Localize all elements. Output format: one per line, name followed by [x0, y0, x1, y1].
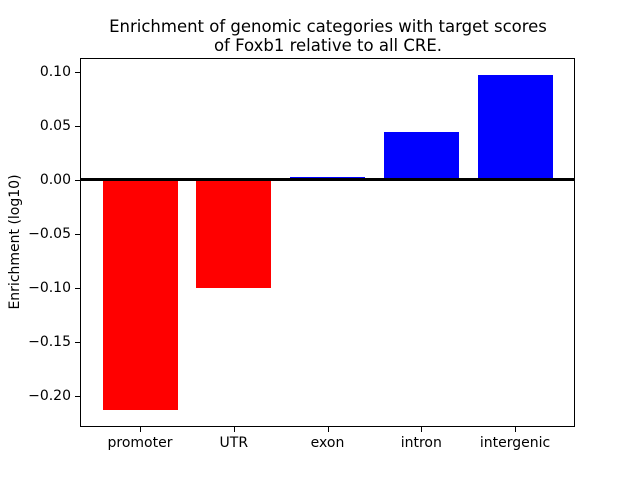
x-tick-intergenic [515, 427, 516, 432]
y-tick-label-−0.15: −0.15 [28, 333, 71, 350]
y-axis-label: Enrichment (log10) [7, 174, 23, 310]
y-tick-label-−0.05: −0.05 [28, 225, 71, 242]
bar-intron [383, 132, 459, 180]
bar-promoter [102, 179, 178, 410]
y-tick-−0.15 [75, 341, 80, 343]
x-tick-exon [327, 427, 329, 432]
y-tick-label-0.10: 0.10 [39, 64, 71, 80]
y-tick-0.00 [75, 179, 80, 181]
y-tick-−0.05 [75, 233, 80, 235]
chart-title: Enrichment of genomic categories with ta… [80, 17, 576, 55]
bar-exon [290, 176, 365, 180]
x-tick-UTR [233, 427, 235, 432]
x-tick-label-exon: exon [310, 435, 345, 451]
bar-UTR [196, 179, 272, 288]
x-tick-label-UTR: UTR [219, 435, 249, 451]
y-tick-−0.10 [75, 287, 80, 289]
x-tick-label-promoter: promoter [107, 435, 173, 451]
x-tick-intron [421, 427, 423, 432]
y-tick-0.10 [75, 72, 80, 73]
y-tick-label-−0.20: −0.20 [28, 387, 71, 404]
x-tick-label-intron: intron [400, 435, 442, 451]
y-tick-−0.20 [75, 395, 80, 397]
y-tick-label-0.05: 0.05 [39, 118, 71, 134]
chart-title-line-1: Enrichment of genomic categories with ta… [109, 17, 547, 36]
x-tick-label-intergenic: intergenic [479, 435, 551, 451]
bar-intergenic [477, 75, 553, 180]
y-tick-label-0.00: 0.00 [39, 171, 71, 188]
chart-title-line-2: of Foxb1 relative to all CRE. [213, 36, 443, 55]
y-tick-0.05 [75, 126, 80, 127]
zero-baseline [80, 178, 575, 182]
x-tick-promoter [140, 427, 141, 432]
y-tick-label-−0.10: −0.10 [28, 279, 71, 296]
